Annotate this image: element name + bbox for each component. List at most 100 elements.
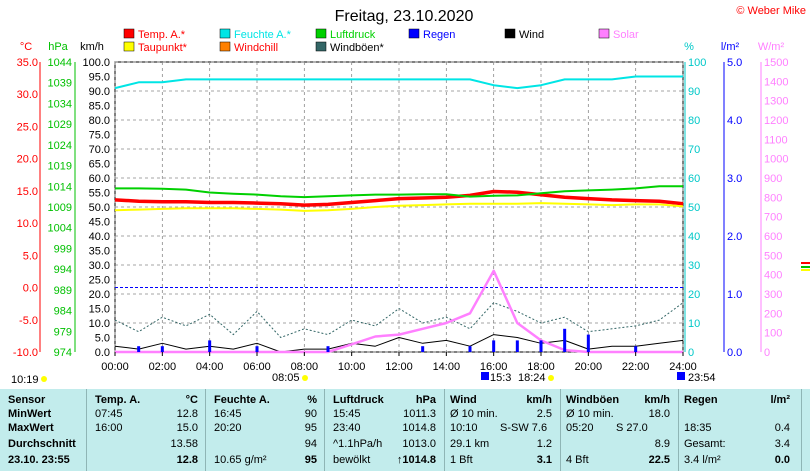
tick-label: 95.0 [89,72,110,84]
tick-label: 30.0 [89,260,110,272]
tick-label: -5.0 [19,315,38,327]
stats-table: Sensor MinWert MaxWert Durchschnitt 23.10. 2… [0,389,810,471]
tick-label: -10.0 [13,347,38,359]
table-time: 29.1 km [450,438,490,450]
tick-label: 0.0 [23,283,38,295]
table-dir: S-SW 7.6 [500,422,548,434]
table-value: 15.0 [176,422,198,434]
series-line [115,185,683,199]
axis-title: W/m² [758,41,785,53]
tick-label: 50.0 [89,202,110,214]
tick-label: 1044 [48,57,72,69]
tick-label: 35.0 [89,246,110,258]
rain-bar [539,340,543,352]
tick-label: 100.0 [82,57,110,69]
tick-label: 200 [764,308,782,320]
table-value: 0.4 [774,422,790,434]
tick-label: 85.0 [89,101,110,113]
column-divider [86,389,87,471]
tick-label: 500 [764,250,782,262]
table-unit: l/m² [770,394,790,406]
axis-title: hPa [48,41,68,53]
marker [801,262,810,264]
tick-label: 20 [688,289,700,301]
tick-label: 15.0 [17,186,38,198]
tick-label: 20.0 [17,154,38,166]
series-line [114,189,684,207]
time-marks: 10:19 08:05 15:3 18:24 23:54 [11,262,810,386]
legend-swatch [504,28,516,39]
tick-label: 400 [764,270,782,282]
axis-titles: °C hPa km/h% l/m² W/m² [20,41,785,53]
rain-bar [586,334,590,352]
x-tick-label: 02:00 [149,361,177,373]
column-divider [444,389,445,471]
tick-label: 1034 [48,98,72,110]
table-value: 3.4 [774,438,790,450]
x-tick-label: 24:00 [669,361,697,373]
tick-label: 1400 [764,76,788,88]
tick-label: 5.0 [95,333,110,345]
tick-label: 80.0 [89,115,110,127]
tick-label: 80 [688,115,700,127]
table-unit: km/h [526,394,552,406]
table-time: 15:45 [333,408,361,420]
tick-label: 1019 [48,161,72,173]
row-label: 23.10. 23:55 [8,454,70,466]
x-tick-label: 18:00 [527,361,555,373]
table-time: 16:45 [214,408,242,420]
series-line [114,75,683,90]
axis-title: l/m² [721,41,740,53]
table-time: 05:20 [566,422,594,434]
tick-label: 700 [764,212,782,224]
marker [801,266,810,268]
legend-label: Taupunkt* [138,42,188,54]
tick-label: 90 [688,86,700,98]
table-time: Ø 10 min. [566,408,614,420]
legend-swatch [598,28,610,39]
tick-label: 974 [54,347,72,359]
legend-swatch [123,41,135,52]
table-value: 1013.0 [402,438,436,450]
tick-label: 0 [688,347,694,359]
tick-label: 25.0 [89,275,110,287]
tick-label: 989 [54,285,72,297]
moon-icon [677,372,685,380]
column-divider [678,389,679,471]
credit-text: © Weber Mike [736,5,806,17]
column-divider [324,389,325,471]
legend-swatch [123,28,135,39]
rain-bar [492,340,496,352]
table-value: 13.58 [170,438,198,450]
table-header: Luftdruck [333,394,384,406]
table-value: 95 [304,454,317,466]
table-unit: °C [185,394,198,406]
tick-label: 1.0 [727,289,742,301]
tick-label: 90.0 [89,86,110,98]
tick-label: 1029 [48,119,72,131]
table-value: 12.8 [176,408,198,420]
tick-label: 1024 [48,140,72,152]
table-time: 16:00 [95,422,123,434]
tick-label: 10.0 [17,218,38,230]
tick-label: 2.0 [727,231,742,243]
table-time: 20:20 [214,422,242,434]
table-value: 90 [304,408,317,420]
legend-label: Temp. A.* [138,29,186,41]
tick-label: 3.0 [727,173,742,185]
tick-label: 25.0 [17,121,38,133]
tick-label: 60 [688,173,700,185]
time-mark-1: 15:3 [490,372,511,384]
table-value: 12.8 [176,454,198,466]
rain-bar [634,346,638,352]
table-value: 2.5 [536,408,552,420]
table-header: Regen [684,394,718,406]
tick-label: 800 [764,192,782,204]
tick-label: 1004 [48,223,72,235]
x-tick-label: 20:00 [575,361,603,373]
table-time: 1 Bft [450,454,473,466]
moon-icon [481,372,489,380]
table-time: 10:10 [450,422,478,434]
tick-label: 4.0 [727,115,742,127]
legend-swatch [315,28,327,39]
